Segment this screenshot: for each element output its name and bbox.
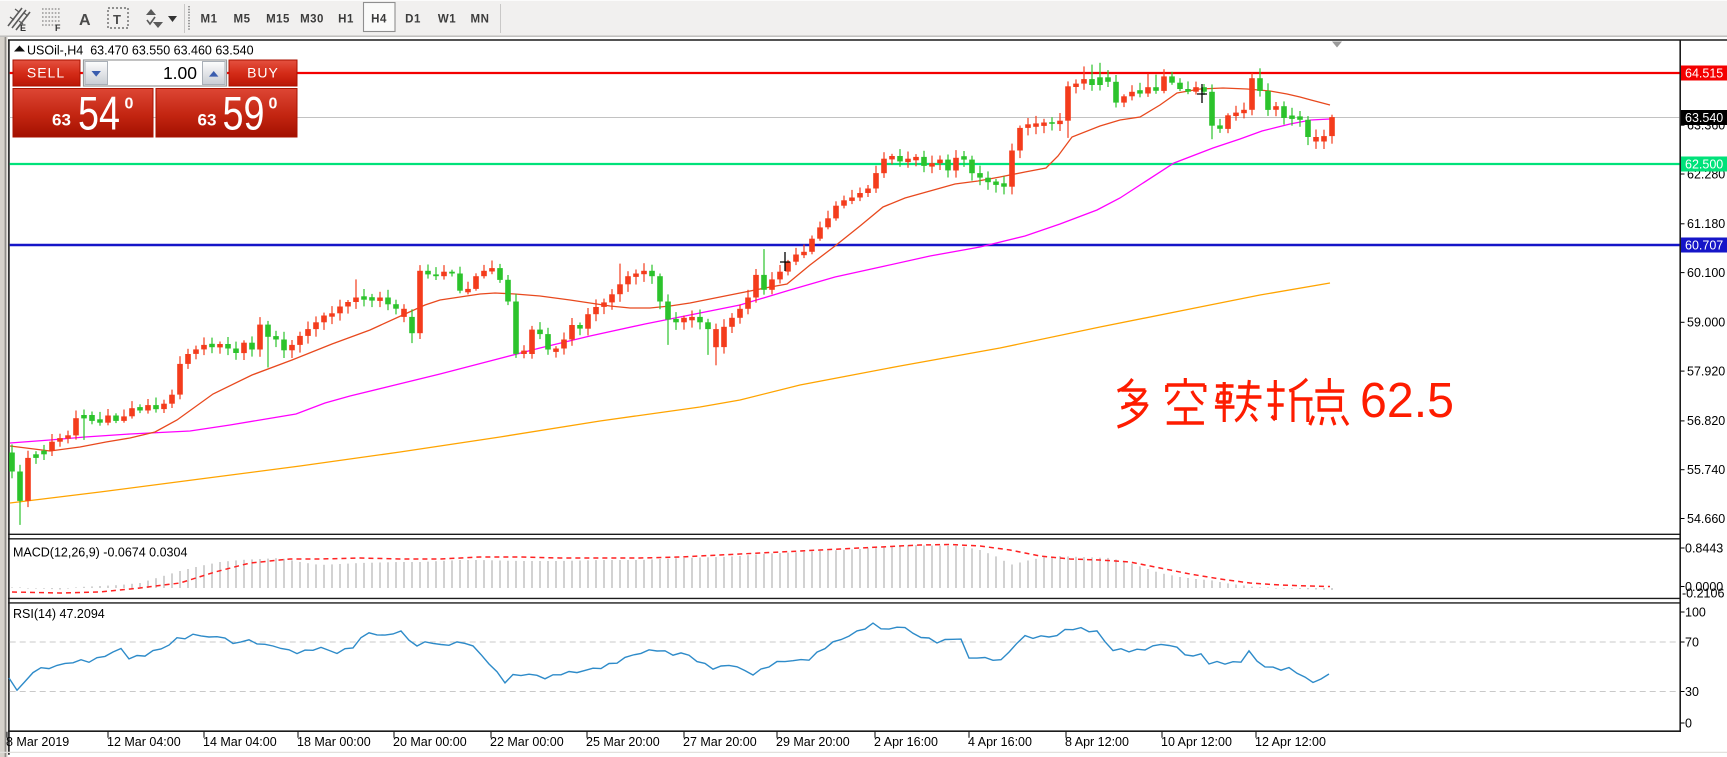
svg-text:14 Mar 04:00: 14 Mar 04:00 xyxy=(203,735,277,749)
svg-text:0.0000: 0.0000 xyxy=(1685,580,1723,594)
svg-text:54: 54 xyxy=(78,87,120,140)
svg-text:8 Mar 2019: 8 Mar 2019 xyxy=(6,735,69,749)
svg-text:-0.2106: -0.2106 xyxy=(1682,586,1724,600)
svg-text:M1: M1 xyxy=(201,14,218,26)
svg-text:A: A xyxy=(79,12,91,29)
svg-text:20 Mar 00:00: 20 Mar 00:00 xyxy=(393,735,467,749)
svg-text:12 Mar 04:00: 12 Mar 04:00 xyxy=(107,735,181,749)
svg-text:M30: M30 xyxy=(300,14,324,26)
svg-text:0: 0 xyxy=(1685,716,1692,730)
svg-text:0: 0 xyxy=(269,96,278,113)
svg-text:D1: D1 xyxy=(405,14,421,26)
svg-text:USOil-,H4 63.470 63.550 63.46: USOil-,H4 63.470 63.550 63.460 63.540 xyxy=(27,44,254,58)
svg-text:29 Mar 20:00: 29 Mar 20:00 xyxy=(776,735,850,749)
svg-text:H1: H1 xyxy=(338,14,354,26)
svg-text:F: F xyxy=(55,23,61,33)
svg-text:MN: MN xyxy=(471,14,490,26)
svg-text:62.500: 62.500 xyxy=(1685,157,1723,171)
svg-text:MACD(12,26,9) -0.0674 0.0304: MACD(12,26,9) -0.0674 0.0304 xyxy=(13,546,187,560)
svg-text:4 Apr 16:00: 4 Apr 16:00 xyxy=(968,735,1032,749)
svg-text:25 Mar 20:00: 25 Mar 20:00 xyxy=(586,735,660,749)
svg-text:H4: H4 xyxy=(371,14,387,26)
svg-text:M15: M15 xyxy=(266,14,290,26)
svg-text:27 Mar 20:00: 27 Mar 20:00 xyxy=(683,735,757,749)
svg-text:8 Apr 12:00: 8 Apr 12:00 xyxy=(1065,735,1129,749)
svg-text:10 Apr 12:00: 10 Apr 12:00 xyxy=(1161,735,1232,749)
svg-text:E: E xyxy=(20,23,26,33)
svg-text:SELL: SELL xyxy=(27,65,65,81)
svg-text:BUY: BUY xyxy=(247,65,279,81)
svg-text:30: 30 xyxy=(1685,685,1699,699)
svg-text:59: 59 xyxy=(223,87,265,140)
svg-text:12 Apr 12:00: 12 Apr 12:00 xyxy=(1255,735,1326,749)
svg-text:100: 100 xyxy=(1685,605,1706,619)
svg-text:0: 0 xyxy=(125,96,134,113)
svg-text:T: T xyxy=(113,12,121,27)
svg-text:56.820: 56.820 xyxy=(1687,414,1725,428)
svg-text:59.000: 59.000 xyxy=(1687,316,1725,330)
svg-text:63: 63 xyxy=(198,111,217,130)
svg-text:63.540: 63.540 xyxy=(1685,111,1723,125)
svg-text:0.8443: 0.8443 xyxy=(1685,541,1723,555)
svg-text:64.515: 64.515 xyxy=(1685,66,1723,80)
svg-text:RSI(14) 47.2094: RSI(14) 47.2094 xyxy=(13,607,105,621)
svg-text:63: 63 xyxy=(52,111,71,130)
svg-text:61.180: 61.180 xyxy=(1687,217,1725,231)
svg-text:62.5: 62.5 xyxy=(1360,374,1454,428)
svg-text:18 Mar 00:00: 18 Mar 00:00 xyxy=(297,735,371,749)
svg-text:60.100: 60.100 xyxy=(1687,266,1725,280)
svg-text:2 Apr 16:00: 2 Apr 16:00 xyxy=(874,735,938,749)
svg-text:M5: M5 xyxy=(234,14,251,26)
svg-text:57.920: 57.920 xyxy=(1687,364,1725,378)
svg-text:54.660: 54.660 xyxy=(1687,512,1725,526)
svg-text:22 Mar 00:00: 22 Mar 00:00 xyxy=(490,735,564,749)
svg-text:60.707: 60.707 xyxy=(1685,238,1723,252)
svg-text:70: 70 xyxy=(1685,635,1699,649)
svg-text:55.740: 55.740 xyxy=(1687,463,1725,477)
svg-text:1.00: 1.00 xyxy=(163,63,197,83)
svg-text:W1: W1 xyxy=(438,14,456,26)
